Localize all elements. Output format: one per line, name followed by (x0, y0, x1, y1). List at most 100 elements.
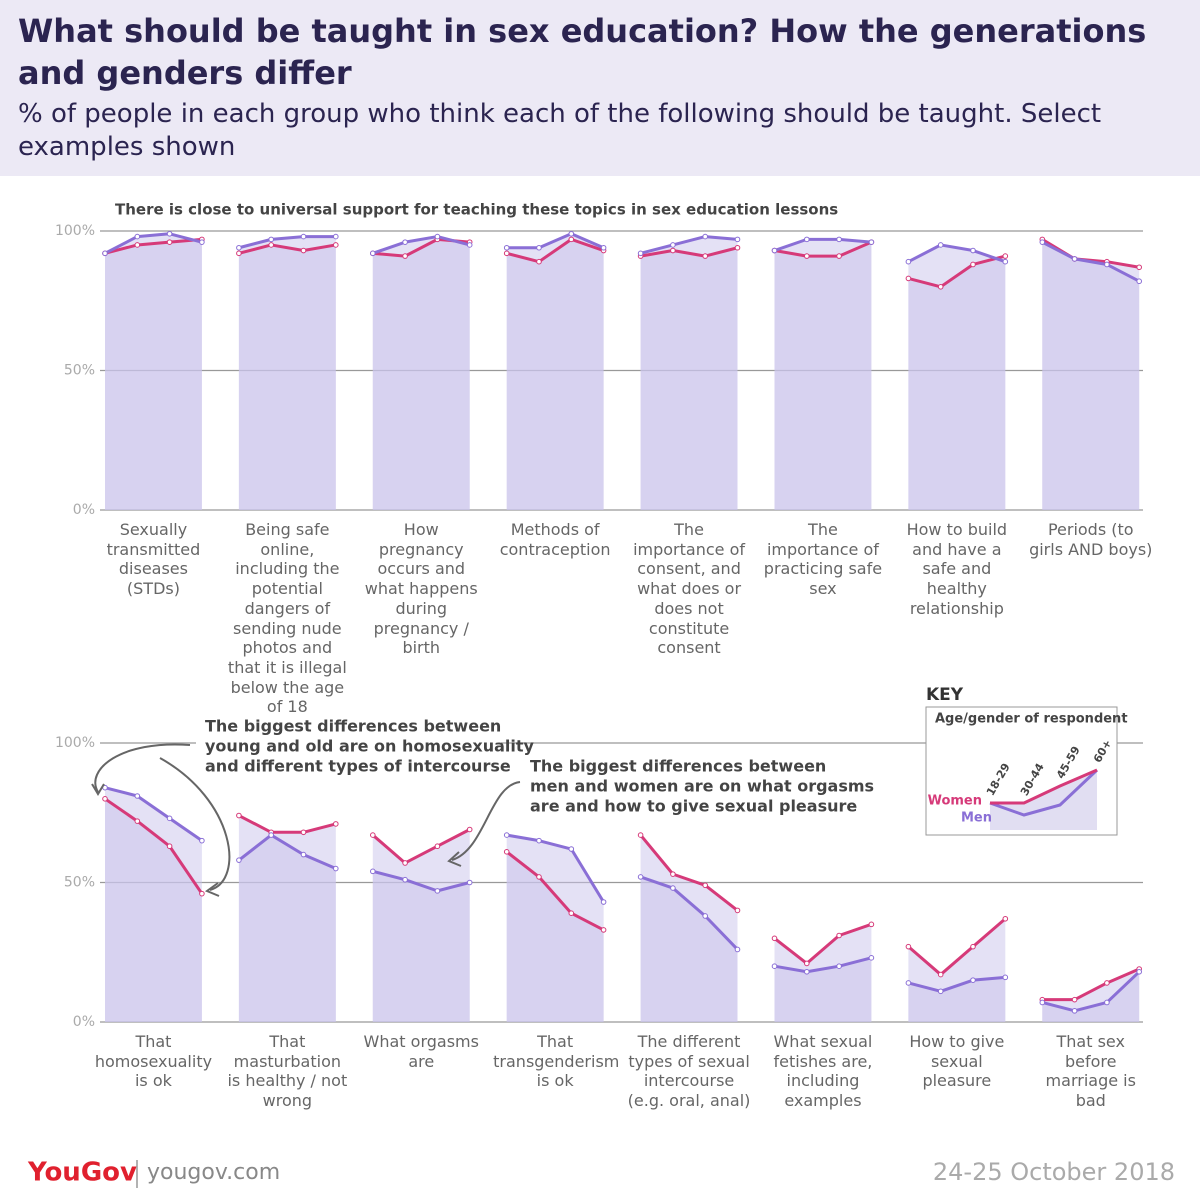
category-label: What sexual fetishes are, including exam… (773, 1032, 873, 1111)
point (804, 968, 810, 975)
series-line (104, 232, 203, 255)
category-label: Periods (to girls AND boys) (1029, 520, 1153, 559)
point (134, 818, 141, 824)
subtitle: % of people in each group who think each… (18, 99, 1102, 162)
point (503, 832, 510, 838)
point (905, 275, 912, 282)
point (836, 253, 842, 259)
key-line (989, 768, 1099, 817)
point (300, 829, 307, 836)
point (1104, 980, 1110, 986)
point (937, 988, 944, 995)
point (466, 826, 473, 833)
point (199, 890, 205, 897)
series-line (640, 875, 739, 951)
point (970, 261, 976, 268)
point (670, 247, 676, 254)
y-tick-label: 50% (64, 363, 95, 379)
point (868, 921, 875, 928)
point (568, 236, 575, 243)
area (506, 835, 604, 1022)
key: KEY Age/gender of respondent Women Men 1… (925, 685, 1128, 836)
point (333, 242, 339, 248)
point (370, 868, 376, 875)
area (506, 233, 604, 511)
point (771, 935, 778, 942)
point (300, 247, 307, 254)
point (199, 837, 205, 844)
point (536, 258, 542, 265)
arrow (204, 882, 220, 897)
point (771, 963, 778, 970)
category-label: Methods of contraception (499, 520, 611, 559)
series-line (238, 235, 336, 250)
series-line (908, 254, 1006, 289)
category-label: How to give sexual pleasure (909, 1032, 1005, 1091)
y-tick-label: 50% (64, 875, 95, 891)
point (1104, 999, 1110, 1006)
category-label: How to build and have a safe and healthy… (906, 520, 1008, 618)
point (268, 236, 275, 243)
key-title: KEY (926, 685, 964, 705)
point (1071, 1008, 1078, 1014)
point (434, 888, 441, 894)
category-label: That sex before marriage is bad (1045, 1032, 1136, 1111)
area (105, 233, 202, 511)
point (1136, 264, 1142, 271)
series-line (907, 243, 1006, 264)
brand: YouGov (27, 1158, 137, 1188)
annotation-bg (196, 714, 501, 780)
point (1136, 968, 1142, 975)
category-label: The importance of consent, and what does… (633, 520, 745, 658)
point (905, 258, 912, 265)
area (774, 957, 872, 1022)
point (503, 849, 510, 855)
series-line (372, 235, 471, 255)
point (466, 879, 473, 886)
point (836, 963, 842, 970)
series-line (104, 797, 204, 895)
point (734, 236, 741, 243)
series-line (1041, 240, 1140, 283)
annotation: men and women are on what orgasms (530, 777, 874, 796)
legend-men: Men (961, 811, 992, 826)
point (236, 812, 242, 819)
point (670, 885, 676, 891)
point (402, 860, 408, 866)
point (568, 910, 575, 916)
category-label: What orgasms are (363, 1032, 479, 1071)
series-line (774, 237, 872, 252)
point (102, 796, 108, 802)
point (1071, 996, 1078, 1003)
series-line (372, 869, 471, 893)
point (568, 846, 575, 852)
point (503, 250, 510, 257)
point (868, 955, 875, 961)
point (702, 882, 709, 889)
point (402, 876, 408, 883)
arrow (451, 781, 521, 861)
point (1002, 915, 1009, 922)
point (970, 247, 976, 254)
point (1039, 999, 1046, 1006)
arrow (447, 851, 462, 867)
key-line (990, 768, 1098, 805)
point (268, 242, 275, 248)
category-label: The different types of sexual intercours… (627, 1032, 751, 1111)
point (970, 943, 976, 950)
y-tick-label: 0% (73, 502, 95, 518)
point (905, 943, 912, 950)
point (333, 821, 339, 827)
point (536, 874, 542, 880)
point (268, 832, 275, 838)
point (300, 851, 307, 858)
point (1136, 278, 1142, 285)
point (702, 913, 709, 919)
series-line (506, 237, 605, 264)
series-line (640, 246, 738, 258)
series-line (104, 237, 203, 255)
point (1002, 974, 1009, 981)
point (836, 236, 842, 243)
date: 24-25 October 2018 (933, 1158, 1175, 1186)
